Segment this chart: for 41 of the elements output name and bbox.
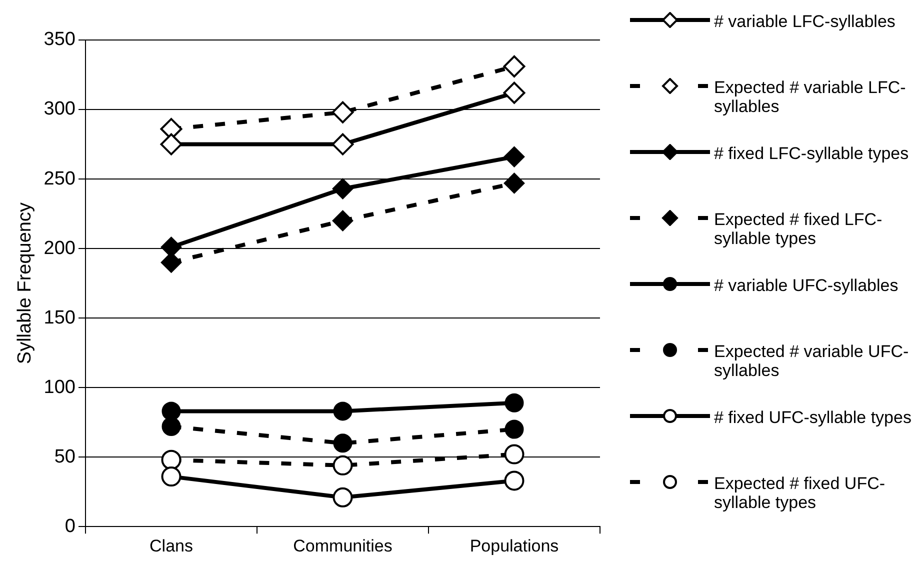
legend-label: # fixed UFC-syllable types: [714, 408, 912, 427]
y-tick-label: 350: [44, 29, 76, 50]
legend-label: Expected # variable LFC-syllables: [714, 78, 907, 116]
point: [162, 417, 181, 436]
legend-label: # fixed LFC-syllable types: [714, 144, 910, 163]
point: [504, 146, 525, 168]
point: [504, 444, 524, 464]
point: [504, 172, 525, 194]
legend-label: Expected # variable UFC-syllables: [714, 342, 910, 380]
point: [332, 101, 354, 124]
y-tick-label: 150: [44, 307, 76, 328]
point: [332, 133, 354, 156]
y-tick-label: 300: [44, 98, 76, 120]
point: [332, 455, 353, 476]
y-tick-label: 50: [54, 446, 76, 468]
y-axis-title: Syllable Frequency: [14, 202, 36, 364]
point: [333, 434, 352, 453]
point: [332, 178, 354, 200]
y-tick-label: 200: [44, 238, 76, 259]
y-tick-label: 250: [44, 168, 76, 190]
legend-label: # variable UFC-syllables: [714, 276, 900, 295]
point: [160, 133, 182, 156]
point: [504, 470, 524, 491]
point: [333, 402, 352, 421]
y-tick-label: 100: [44, 376, 76, 398]
point: [332, 210, 354, 232]
point: [504, 393, 524, 412]
x-tick-label: Communities: [293, 536, 392, 556]
point: [503, 55, 526, 78]
legend-label: Expected # fixed LFC-syllable types: [714, 210, 884, 248]
x-tick-label: Populations: [470, 536, 559, 556]
point: [332, 487, 353, 508]
point: [162, 402, 181, 421]
point: [503, 82, 526, 104]
point: [504, 420, 524, 439]
x-tick-label: Clans: [150, 536, 193, 556]
y-tick-label: 0: [64, 516, 76, 537]
legend-label: Expected # fixed UFC-syllable types: [714, 474, 886, 512]
legend-label: # variable LFC-syllables: [714, 12, 896, 31]
point: [161, 466, 182, 487]
point: [161, 450, 182, 470]
